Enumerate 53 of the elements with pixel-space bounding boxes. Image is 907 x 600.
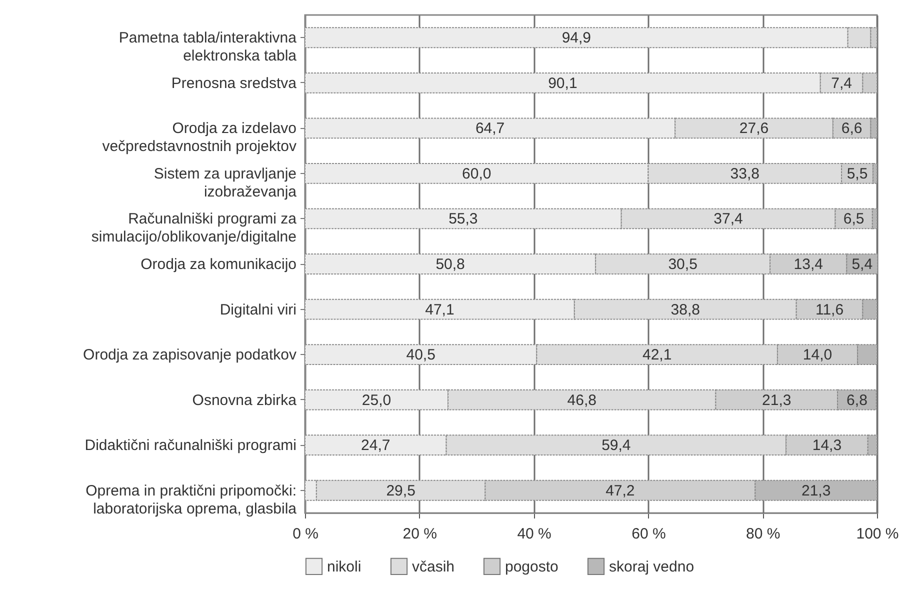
data-label: 47,1 — [425, 301, 454, 318]
x-tick-label: 80 % — [746, 526, 780, 542]
data-label: 64,7 — [475, 120, 505, 138]
y-tick-label: Osnovna zbirka — [192, 392, 298, 409]
x-tick-label: 60 % — [632, 526, 666, 542]
x-tick-label: 40 % — [517, 526, 552, 542]
data-label: 14,0 — [802, 346, 832, 364]
y-tick-label: Pametna tabla/interaktivna elektronska tabla — [118, 30, 298, 65]
legend-label: pogosto — [505, 558, 558, 576]
data-label: 14,3 — [812, 437, 842, 454]
x-tick-label: 20 % — [402, 526, 437, 542]
data-label: 59,4 — [602, 437, 631, 454]
data-label: 50,8 — [436, 256, 465, 273]
data-label: 6,5 — [843, 210, 864, 228]
data-label: 24,7 — [361, 437, 390, 454]
y-tick-label: Oprema in praktični pripomočki: laboratorijska oprema, glasbila — [86, 482, 298, 518]
data-label: 5,4 — [852, 256, 873, 273]
data-label: 90,1 — [548, 74, 578, 92]
data-label: 40,5 — [406, 346, 436, 364]
data-label: 6,6 — [841, 120, 862, 138]
data-label: 5,5 — [846, 165, 868, 182]
x-tick-label: 0 % — [292, 526, 318, 542]
data-label: 25,0 — [362, 392, 392, 409]
legend-label: nikoli — [327, 558, 362, 576]
data-label: 27,6 — [739, 120, 769, 138]
data-label: 11,6 — [815, 301, 844, 318]
data-label: 60,0 — [462, 165, 492, 182]
data-label: 21,3 — [762, 392, 792, 409]
data-label: 33,8 — [730, 165, 760, 182]
y-tick-label: Sistem za upravljanje izobraževanja — [154, 165, 298, 200]
legend-label: včasih — [412, 558, 455, 576]
data-label: 46,8 — [567, 392, 596, 409]
data-label: 13,4 — [794, 256, 823, 273]
y-tick-label: Računalniški programi za simulacijo/oblikovanje/digitalne — [91, 210, 298, 246]
legend-label: skoraj vedno — [609, 558, 694, 576]
data-label: 37,4 — [714, 210, 743, 228]
y-tick-label: Orodja za komunikacijo — [140, 256, 296, 273]
y-tick-label: Orodja za izdelavo večpredstavnostnih projektov — [102, 120, 297, 156]
data-label: 55,3 — [448, 210, 478, 228]
data-label: 30,5 — [668, 256, 698, 273]
y-tick-label: Didaktični računalniški programi — [84, 437, 296, 454]
data-label: 94,9 — [562, 30, 592, 47]
data-label: 29,5 — [386, 482, 416, 500]
y-tick-label: Prenosna sredstva — [171, 74, 298, 92]
data-label: 7,4 — [831, 74, 852, 92]
data-label: 21,3 — [801, 482, 831, 500]
data-label: 42,1 — [642, 346, 672, 364]
y-tick-label: Orodja za zapisovanje podatkov — [83, 346, 297, 364]
data-label: 38,8 — [670, 301, 700, 318]
y-tick-label: Digitalni viri — [220, 301, 296, 318]
x-tick-label: 100 % — [856, 526, 899, 542]
data-label: 47,2 — [606, 482, 635, 500]
data-label: 6,8 — [846, 392, 868, 409]
